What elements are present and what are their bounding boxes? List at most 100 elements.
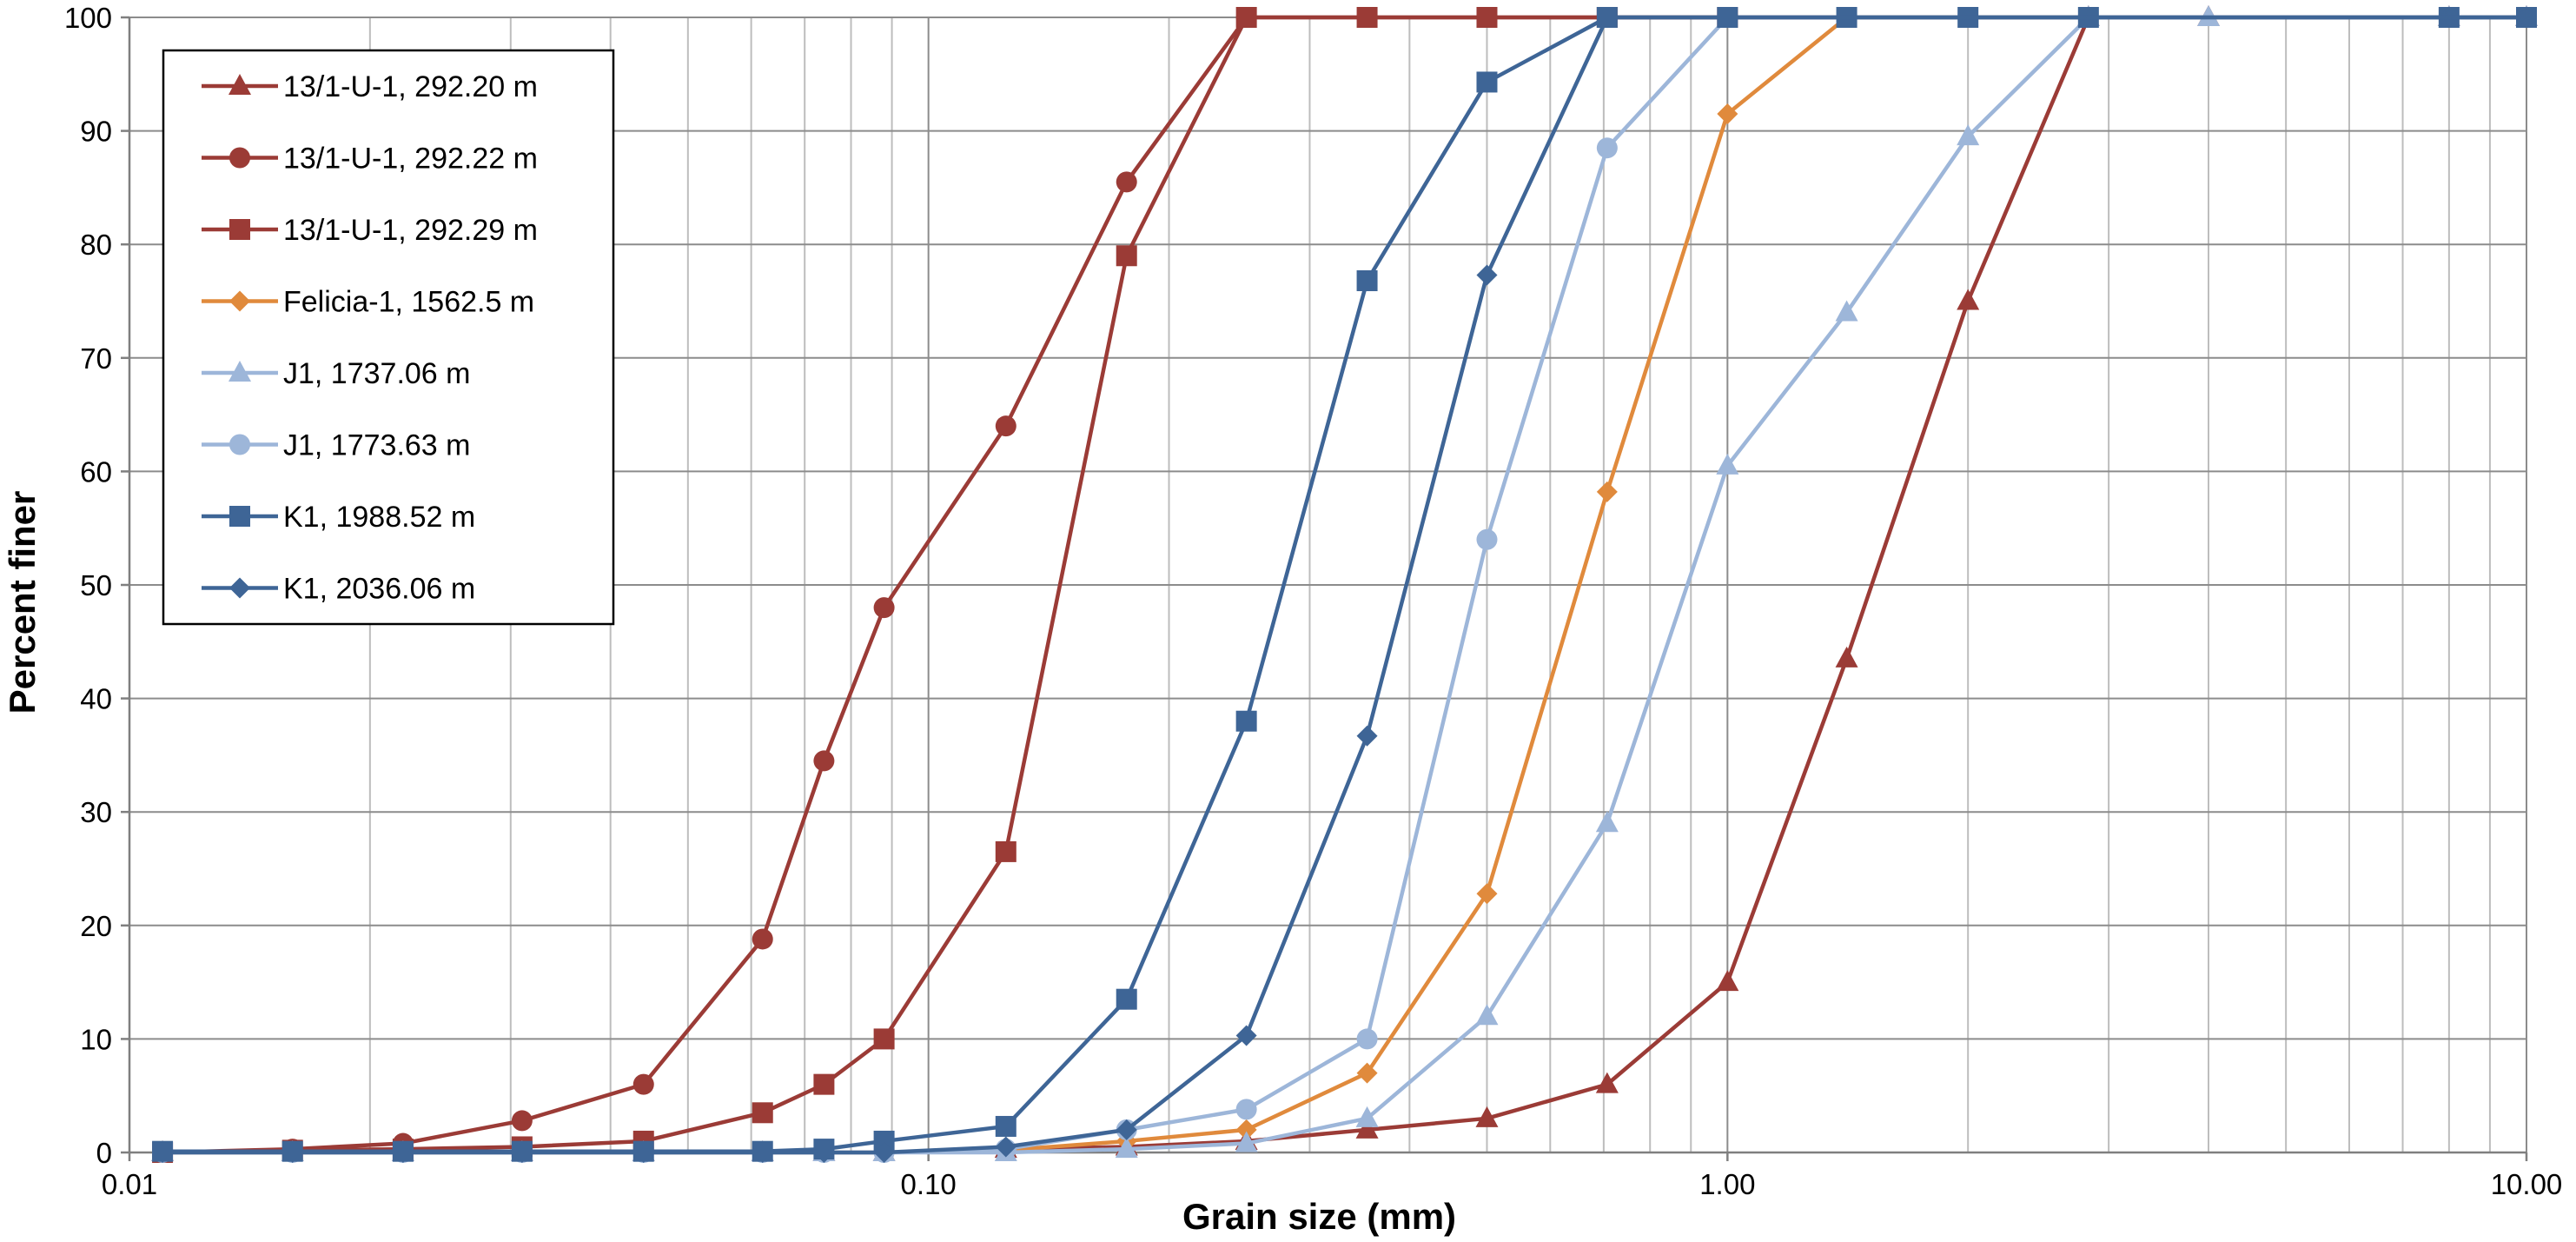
data-point — [1235, 7, 1257, 28]
data-point — [152, 1142, 174, 1163]
y-tick-label: 30 — [80, 796, 112, 828]
data-point — [1835, 646, 1858, 667]
data-point — [1476, 71, 1498, 93]
legend-box — [162, 49, 615, 626]
legend-marker — [228, 361, 251, 382]
data-point — [2516, 7, 2537, 28]
y-tick-label: 0 — [96, 1137, 112, 1169]
data-point — [1355, 1117, 1379, 1139]
data-series — [151, 5, 2538, 1163]
data-point — [511, 1110, 533, 1132]
data-point — [873, 1028, 895, 1050]
legend-entry: J1, 1737.06 m — [202, 357, 470, 390]
data-point — [1476, 528, 1498, 550]
legend-label: K1, 1988.52 m — [283, 501, 475, 534]
data-point — [1356, 1062, 1378, 1084]
data-point — [995, 1115, 1016, 1137]
y-tick-label: 100 — [64, 2, 112, 34]
data-point — [1356, 7, 1378, 28]
data-point — [995, 415, 1016, 437]
legend-label: J1, 1737.06 m — [283, 357, 470, 390]
data-point — [1596, 137, 1618, 159]
y-tick-label: 20 — [80, 910, 112, 942]
data-point — [1356, 1028, 1378, 1050]
data-point — [1235, 1131, 1258, 1152]
data-point — [813, 1142, 835, 1163]
data-point — [1116, 988, 1137, 1010]
data-point — [1716, 970, 1739, 992]
legend-label: 13/1-U-1, 292.20 m — [283, 70, 538, 103]
legend-label: 13/1-U-1, 292.22 m — [283, 143, 538, 176]
y-tick-label: 80 — [80, 229, 112, 261]
legend-entry: J1, 1773.63 m — [202, 429, 470, 462]
data-point — [1595, 1072, 1619, 1093]
x-tick-label: 1.00 — [1699, 1168, 1755, 1200]
legend-label: J1, 1773.63 m — [283, 429, 470, 462]
y-tick-label: 90 — [80, 116, 112, 148]
data-point — [813, 1073, 835, 1095]
legend-marker — [229, 506, 250, 527]
legend-marker — [229, 290, 250, 312]
legend-marker — [229, 147, 250, 169]
data-point — [1116, 245, 1137, 267]
data-point — [1356, 725, 1378, 747]
data-point — [1355, 1106, 1379, 1127]
data-point — [1476, 883, 1498, 905]
legend-entry: 13/1-U-1, 292.20 m — [202, 70, 538, 103]
y-tick-label: 70 — [80, 342, 112, 375]
x-tick-label: 0.10 — [901, 1168, 957, 1200]
data-point — [1835, 300, 1858, 322]
x-tick-label: 0.01 — [102, 1168, 157, 1200]
data-point — [281, 1142, 303, 1163]
data-point — [1595, 811, 1619, 833]
data-point — [1957, 289, 1980, 310]
data-point — [1115, 1137, 1138, 1159]
y-tick-label: 40 — [80, 683, 112, 715]
y-tick-label: 10 — [80, 1023, 112, 1055]
legend: 13/1-U-1, 292.20 m 13/1-U-1, 292.22 m 13/1… — [162, 49, 615, 626]
data-point — [1235, 710, 1257, 732]
data-point — [1596, 481, 1618, 502]
data-point — [752, 1102, 773, 1124]
data-point — [1116, 171, 1137, 193]
legend-label: K1, 2036.06 m — [283, 573, 475, 606]
data-point — [1235, 1119, 1257, 1140]
legend-marker — [228, 74, 251, 95]
data-point — [752, 928, 773, 950]
data-point — [1957, 124, 1980, 146]
series-line — [162, 15, 2526, 1155]
data-point — [813, 750, 835, 772]
data-point — [1235, 1025, 1257, 1046]
legend-marker — [229, 219, 250, 240]
legend-entry: K1, 2036.06 m — [202, 573, 475, 606]
data-point — [392, 1142, 414, 1163]
legend-entry: Felicia-1, 1562.5 m — [202, 286, 534, 319]
data-point — [1356, 269, 1378, 291]
data-point — [511, 1142, 533, 1163]
data-point — [873, 1142, 895, 1163]
data-point — [632, 1142, 654, 1163]
data-point — [873, 597, 895, 619]
data-point — [1116, 1119, 1137, 1140]
data-point — [995, 840, 1016, 862]
legend-label: Felicia-1, 1562.5 m — [283, 286, 534, 319]
legend-label: 13/1-U-1, 292.29 m — [283, 214, 538, 247]
x-tick-label: 10.00 — [2491, 1168, 2563, 1200]
data-point — [752, 1142, 773, 1163]
series-8 — [152, 7, 2537, 1163]
data-point — [1476, 7, 1498, 28]
legend-entry: K1, 1988.52 m — [202, 501, 475, 534]
data-point — [1476, 264, 1498, 286]
x-axis-title: Grain size (mm) — [1182, 1196, 1456, 1237]
legend-marker — [229, 434, 250, 455]
y-tick-label: 50 — [80, 569, 112, 601]
data-point — [1475, 1004, 1499, 1026]
y-axis-title: Percent finer — [2, 491, 43, 714]
data-point — [1475, 1106, 1499, 1127]
data-point — [1717, 7, 1738, 28]
data-point — [1717, 103, 1738, 125]
data-point — [1596, 7, 1618, 28]
